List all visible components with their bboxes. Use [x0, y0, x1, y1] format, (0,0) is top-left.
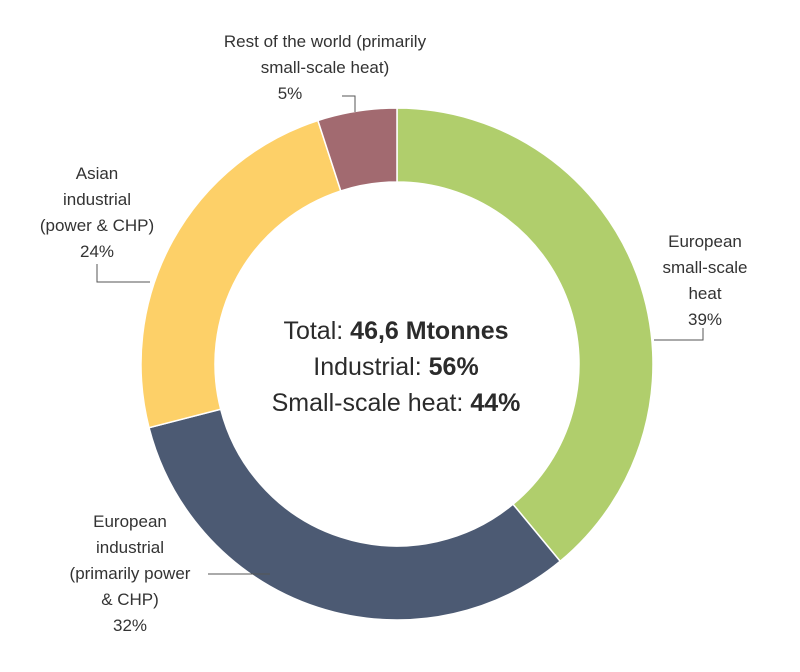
slices-group [140, 107, 654, 621]
label-line: industrial [95, 538, 165, 557]
slice-european-industrial [148, 408, 562, 621]
leader-line-asian [96, 264, 150, 283]
label-line: Asian [75, 164, 119, 183]
label-line: (power & CHP) [39, 216, 155, 235]
label-line: European [93, 512, 167, 531]
center-industrial: Industrial: 56% [236, 349, 556, 385]
label-european-industrial: European industrial (primarily power & C… [40, 509, 220, 639]
center-total-value: 46,6 Mtonnes [350, 317, 509, 345]
slice-rest-of-world [316, 107, 398, 192]
label-pct: 24% [79, 242, 115, 261]
label-asian-industrial: Asian industrial (power & CHP) 24% [22, 161, 172, 265]
leader-line-rest-of-world [342, 95, 356, 112]
label-line: industrial [62, 190, 132, 209]
leader-lines [96, 95, 704, 575]
label-line: & CHP) [101, 590, 159, 609]
label-line: small-scale [662, 258, 748, 277]
center-heat-value: 44% [470, 389, 521, 417]
label-line: heat [688, 284, 722, 303]
label-line: Rest of the world (primarily [223, 32, 427, 51]
center-heat: Small-scale heat: 44% [236, 385, 556, 421]
slice-european-small-scale [396, 107, 654, 563]
center-total-label: Total: [283, 317, 344, 345]
label-line: small-scale heat) [260, 58, 390, 77]
label-pct: 32% [112, 616, 148, 635]
label-rest-of-world: Rest of the world (primarily small-scale… [185, 29, 465, 107]
center-total: Total: 46,6 Mtonnes [236, 313, 556, 349]
center-industrial-label: Industrial: [313, 353, 422, 381]
label-pct: 5% [277, 84, 303, 103]
center-heat-label: Small-scale heat: [271, 389, 464, 417]
label-line: European [668, 232, 742, 251]
label-european-small-scale: European small-scale heat 39% [640, 229, 770, 333]
label-line: (primarily power [69, 564, 191, 583]
center-industrial-value: 56% [428, 353, 479, 381]
label-pct: 39% [687, 310, 723, 329]
center-summary: Total: 46,6 Mtonnes Industrial: 56% Smal… [236, 313, 556, 421]
leader-line-european-small-scale [654, 328, 704, 341]
